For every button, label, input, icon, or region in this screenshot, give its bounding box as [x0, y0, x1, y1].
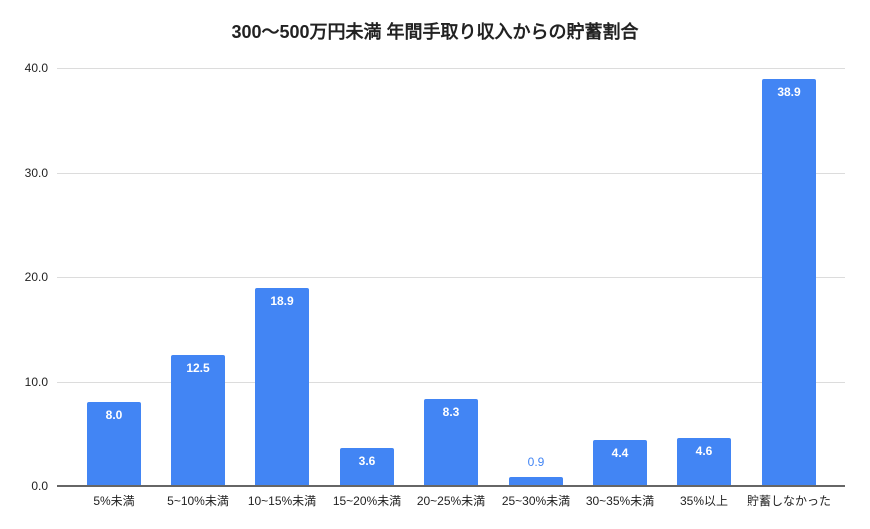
- gridline: [57, 277, 845, 278]
- data-label: 18.9: [270, 294, 294, 309]
- x-axis-line: [57, 485, 845, 487]
- bar[interactable]: [762, 79, 816, 486]
- bar[interactable]: [87, 402, 141, 486]
- x-tick-label: 5~10%未満: [167, 494, 229, 508]
- bar[interactable]: [509, 476, 563, 486]
- x-tick-label: 15~20%未満: [332, 494, 402, 508]
- y-tick-label: 10.0: [24, 374, 48, 389]
- gridline: [57, 68, 845, 69]
- x-tick-label: 10~15%未満: [247, 494, 317, 508]
- y-tick-label: 40.0: [24, 61, 48, 75]
- gridline: [57, 172, 845, 174]
- x-tick-label: 30~35%未満: [585, 494, 655, 508]
- data-label: 8.3: [442, 405, 460, 420]
- bar[interactable]: [171, 355, 225, 486]
- x-tick-label: 20~25%未満: [416, 494, 486, 508]
- chart-title: 300〜500万円未満 年間手取り収入からの貯蓄割合: [231, 22, 639, 42]
- x-tick-label: 貯蓄しなかった: [746, 494, 831, 508]
- y-tick-label: 0.0: [31, 479, 48, 493]
- gridline: [57, 381, 845, 383]
- data-label: 4.4: [611, 446, 629, 461]
- data-label: 38.9: [777, 85, 801, 100]
- bar[interactable]: [677, 437, 731, 486]
- bar[interactable]: [340, 448, 394, 486]
- bar[interactable]: [424, 399, 478, 486]
- data-label: 0.9: [527, 454, 545, 469]
- x-tick-label: 5%未満: [93, 494, 135, 508]
- bar[interactable]: [255, 288, 309, 486]
- bar[interactable]: [593, 440, 647, 486]
- x-tick-label: 25~30%未満: [501, 494, 571, 508]
- data-label: 4.6: [695, 443, 713, 458]
- data-label: 12.5: [186, 361, 210, 376]
- data-label: 3.6: [358, 454, 376, 469]
- y-tick-label: 20.0: [24, 270, 48, 284]
- x-tick-label: 35%以上: [679, 494, 729, 508]
- y-tick-label: 30.0: [24, 165, 48, 180]
- data-label: 8.0: [105, 408, 123, 423]
